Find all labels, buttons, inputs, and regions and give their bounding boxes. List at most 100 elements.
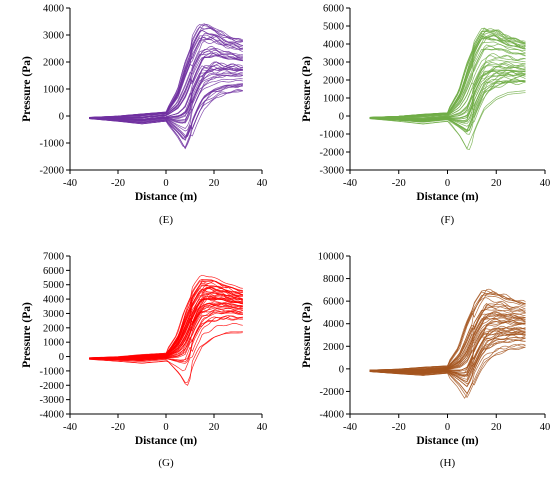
x-tick-label: -40 — [63, 422, 77, 433]
series-line — [89, 34, 243, 118]
series-line — [369, 288, 526, 371]
x-tick-label: -40 — [63, 178, 77, 189]
y-tick-label: -2000 — [40, 166, 65, 177]
x-tick-label: 20 — [209, 178, 220, 189]
x-tick-label: 40 — [540, 178, 550, 189]
y-tick-label: 3000 — [43, 31, 64, 42]
y-tick-label: 2000 — [323, 342, 344, 353]
y-tick-label: -2000 — [320, 148, 345, 159]
series-line — [89, 36, 243, 118]
x-axis-title: Distance (m) — [416, 435, 478, 447]
y-tick-label: 0 — [59, 352, 64, 363]
series-line — [369, 92, 526, 151]
panel-label: (F) — [441, 214, 455, 226]
series-line — [89, 49, 243, 119]
y-tick-label: -2000 — [320, 387, 345, 398]
series-line — [89, 289, 243, 359]
series-line — [369, 31, 526, 118]
y-tick-label: 4000 — [43, 295, 64, 306]
series-line — [369, 325, 526, 373]
y-tick-label: 1000 — [323, 94, 344, 105]
series-line — [369, 337, 526, 383]
y-tick-label: 3000 — [323, 58, 344, 69]
panel-label: (H) — [440, 457, 456, 469]
series-line — [369, 303, 526, 371]
series-line — [369, 315, 526, 372]
x-axis-title: Distance (m) — [416, 191, 478, 203]
series-line — [89, 306, 243, 360]
series-line — [89, 48, 243, 119]
x-tick-label: -20 — [392, 178, 406, 189]
y-tick-label: 6000 — [323, 4, 344, 15]
y-tick-label: -1000 — [40, 366, 65, 377]
y-tick-label: 2000 — [43, 58, 64, 69]
series-line — [89, 323, 243, 372]
series-line — [369, 53, 526, 119]
y-tick-label: -1000 — [320, 130, 345, 141]
y-tick-label: 1000 — [43, 85, 64, 96]
y-tick-label: 4000 — [323, 40, 344, 51]
x-tick-label: 20 — [491, 178, 502, 189]
chart-panel-g: -4000 -3000 -2000 -1000 0 1000 2000 3000 4000 500… — [21, 252, 267, 470]
series-line — [89, 301, 243, 359]
y-axis-title: Pressure (Pa) — [21, 56, 33, 122]
y-tick-label: -3000 — [40, 395, 65, 406]
series-line — [369, 81, 526, 135]
y-tick-label: 6000 — [43, 266, 64, 277]
series-line — [89, 52, 243, 119]
y-tick-label: 5000 — [43, 280, 64, 291]
y-tick-label: -4000 — [320, 410, 345, 421]
y-tick-label: 2000 — [43, 323, 64, 334]
x-tick-label: -40 — [343, 422, 357, 433]
x-axis-title: Distance (m) — [135, 191, 197, 203]
x-tick-label: 20 — [491, 422, 502, 433]
y-axis-title: Pressure (Pa) — [301, 302, 313, 368]
y-axis-title: Pressure (Pa) — [301, 56, 313, 122]
x-tick-label: -20 — [392, 422, 406, 433]
series-line — [369, 35, 526, 118]
x-tick-label: 40 — [540, 422, 550, 433]
x-axis-title: Distance (m) — [135, 435, 197, 447]
series-line — [89, 312, 243, 361]
y-tick-label: 10000 — [318, 252, 344, 263]
series-line — [89, 308, 243, 360]
series-line — [89, 298, 243, 359]
series-line — [369, 28, 526, 118]
series-line — [369, 318, 526, 372]
x-tick-label: 0 — [163, 178, 168, 189]
x-tick-label: 0 — [445, 178, 450, 189]
series-line — [89, 52, 243, 119]
x-tick-label: -20 — [111, 422, 125, 433]
series-line — [369, 80, 526, 132]
series-line — [369, 337, 526, 382]
y-tick-label: -3000 — [320, 166, 345, 177]
series-line — [369, 81, 526, 133]
y-tick-label: 6000 — [323, 297, 344, 308]
series-line — [369, 35, 526, 118]
y-tick-label: 5000 — [323, 22, 344, 33]
x-tick-label: 0 — [445, 422, 450, 433]
series-line — [89, 39, 243, 118]
x-tick-label: 20 — [209, 422, 220, 433]
series-line — [369, 80, 526, 132]
series-line — [89, 307, 243, 360]
series-line — [89, 84, 243, 138]
panel-label: (G) — [158, 457, 174, 469]
series-line — [89, 90, 243, 150]
y-tick-label: 8000 — [323, 274, 344, 285]
y-tick-label: 0 — [339, 112, 344, 123]
series-line — [369, 62, 526, 120]
series-line — [369, 74, 526, 124]
y-tick-label: 2000 — [323, 76, 344, 87]
series-line — [369, 34, 526, 118]
chart-panel-e: -2000 -1000 0 1000 2000 3000 4000 -40 -20 0 20 40 Di… — [21, 4, 267, 227]
panel-label: (E) — [159, 214, 173, 226]
series-line — [89, 285, 243, 359]
series-line — [369, 309, 526, 371]
series-line — [369, 48, 526, 119]
series-line — [369, 344, 526, 394]
series-line — [89, 50, 243, 119]
series-line — [369, 321, 526, 372]
series-line — [369, 80, 526, 131]
chart-panel-f: -3000 -2000 -1000 0 1000 2000 3000 4000 5000 6000… — [301, 4, 550, 227]
